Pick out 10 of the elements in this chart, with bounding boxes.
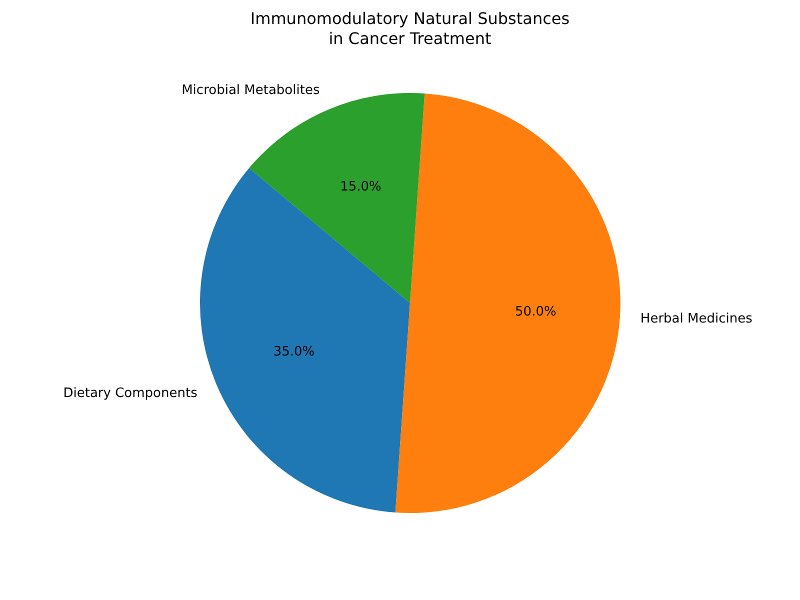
slice-label: Dietary Components: [63, 386, 198, 401]
data-label: 50.0%: [515, 304, 556, 320]
data-label: 35.0%: [273, 344, 315, 360]
pie-slice: [395, 94, 620, 513]
pie-slice: [249, 93, 425, 303]
slice-label: Herbal Medicines: [640, 312, 753, 327]
slice-label: Microbial Metabolites: [182, 82, 320, 98]
data-label: 15.0%: [340, 180, 382, 195]
chart-title: Immunomodulatory Natural Substances in Cancer Treatment: [250, 9, 570, 48]
pie-slice: [200, 168, 410, 512]
